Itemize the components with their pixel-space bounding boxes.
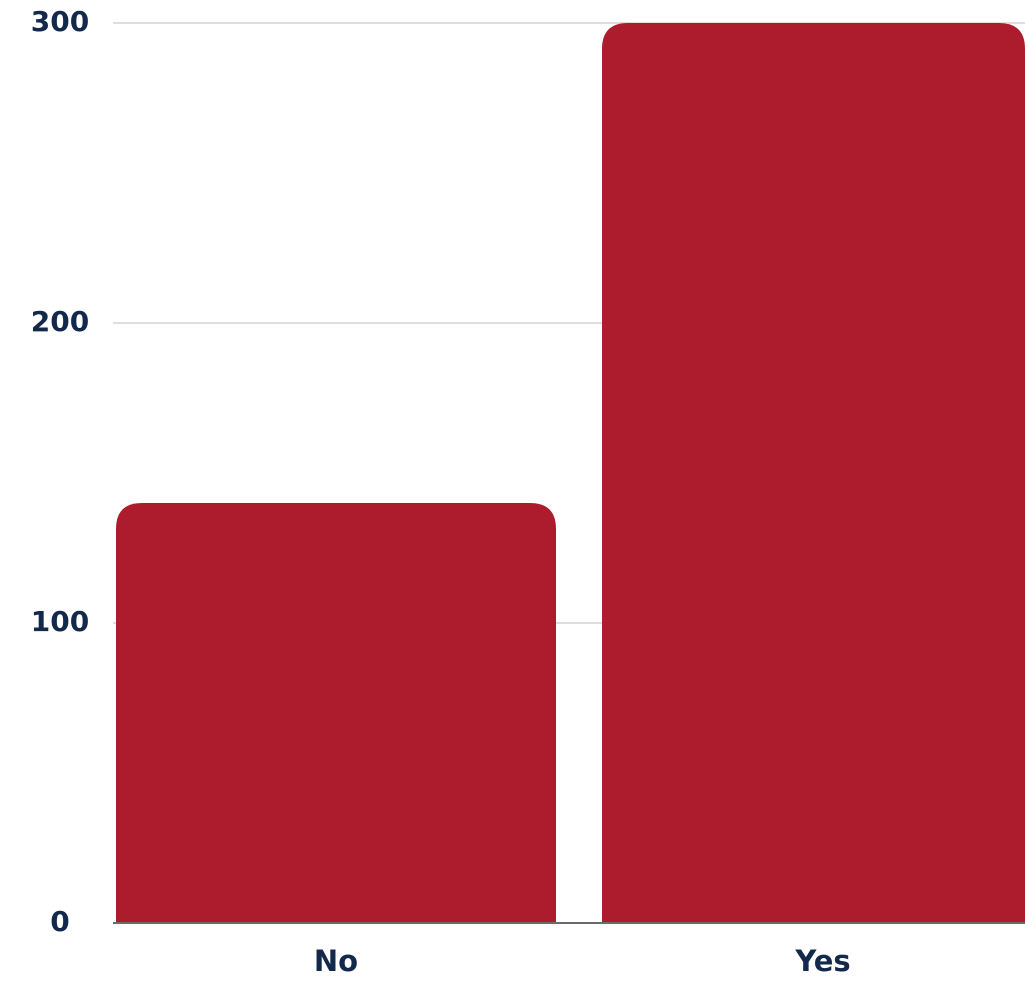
x-category-label-yes: Yes — [794, 944, 850, 978]
bars — [116, 23, 1025, 923]
bar-no — [116, 503, 556, 923]
bar-yes — [602, 23, 1025, 923]
y-tick-label-0: 0 — [50, 905, 69, 938]
y-tick-label-200: 200 — [31, 305, 89, 338]
y-tick-label-300: 300 — [31, 5, 89, 38]
y-tick-label-100: 100 — [31, 605, 89, 638]
x-category-label-no: No — [314, 944, 358, 978]
